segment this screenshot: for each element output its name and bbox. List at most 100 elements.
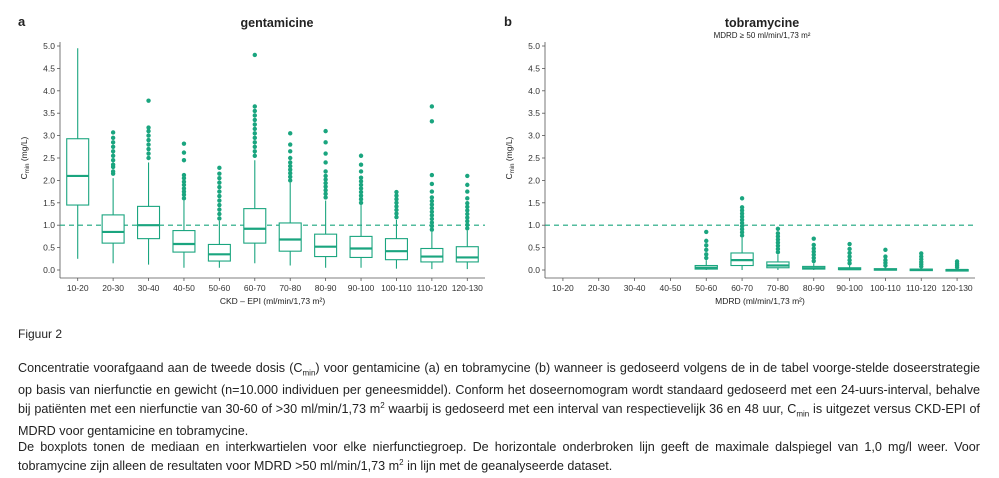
outlier-point	[288, 131, 293, 136]
outlier-point	[323, 151, 328, 156]
y-tick-label: 1.5	[528, 198, 540, 208]
y-axis-label: Cmin (mg/L)	[504, 136, 516, 179]
outlier-point	[429, 220, 435, 225]
caption-subscript: min	[796, 409, 810, 419]
outlier-point	[775, 243, 781, 249]
outlier-point	[739, 217, 745, 223]
x-tick-label: 60-70	[731, 283, 753, 293]
outlier-point	[217, 193, 222, 199]
caption-superscript: 2	[380, 400, 385, 410]
x-tick-label: 70-80	[279, 283, 301, 293]
box-iqr	[420, 247, 444, 263]
outlier-point	[739, 230, 745, 235]
outlier-point	[775, 249, 781, 255]
outlier-point	[358, 179, 364, 184]
x-tick-label: 40-50	[660, 283, 682, 293]
outlier-point	[146, 125, 151, 130]
outlier-point	[323, 180, 328, 186]
outlier-point	[110, 149, 116, 154]
outlier-point	[252, 113, 257, 118]
outlier-point	[739, 223, 745, 229]
outlier-point	[217, 207, 222, 212]
box-iqr	[455, 246, 479, 263]
outlier-point	[465, 226, 470, 231]
caption-superscript: 2	[399, 458, 404, 468]
outlier-point	[429, 198, 435, 204]
outlier-point	[110, 135, 116, 141]
outlier-point	[252, 153, 257, 158]
outlier-point	[181, 182, 187, 188]
panel-letter: a	[18, 14, 26, 29]
outlier-point	[847, 250, 852, 256]
outlier-point	[429, 216, 435, 222]
outlier-point	[429, 213, 435, 218]
x-tick-label: 110-120	[417, 283, 448, 293]
outlier-point	[358, 169, 364, 174]
x-tick-label: 30-40	[138, 283, 160, 293]
y-tick-label: 0.5	[43, 243, 55, 253]
box-iqr	[137, 205, 161, 240]
x-tick-label: 100-110	[870, 283, 901, 293]
outlier-point	[252, 108, 257, 114]
y-tick-label: 1.5	[43, 198, 55, 208]
outlier-point	[465, 173, 470, 179]
outlier-point	[704, 252, 709, 257]
x-tick-label: 80-90	[315, 283, 337, 293]
outlier-point	[739, 196, 745, 201]
outlier-point	[181, 179, 187, 184]
outlier-point	[217, 184, 222, 190]
x-tick-label: 20-30	[102, 283, 124, 293]
outlier-point	[739, 214, 745, 219]
figure-label: Figuur 2	[18, 327, 63, 341]
outlier-point	[919, 254, 924, 259]
outlier-point	[739, 208, 745, 213]
outlier-point	[323, 140, 328, 145]
outlier-point	[394, 204, 399, 209]
outlier-point	[288, 149, 293, 154]
outlier-point	[217, 202, 222, 208]
y-tick-label: 4.5	[528, 63, 540, 73]
y-tick-label: 4.0	[528, 86, 540, 96]
outlier-point	[288, 174, 293, 180]
outlier-point	[217, 171, 222, 176]
outlier-point	[465, 218, 470, 224]
outlier-point	[146, 146, 151, 152]
y-tick-label: 3.0	[528, 131, 540, 141]
caption-text: waarbij is gedoseerd met een interval va…	[384, 402, 797, 417]
outlier-point	[110, 140, 116, 145]
outlier-point	[217, 198, 222, 203]
x-tick-label: 10-20	[67, 283, 89, 293]
box-iqr	[349, 235, 373, 259]
outlier-point	[429, 227, 435, 232]
outlier-point	[429, 104, 435, 109]
caption-subscript: min	[302, 368, 316, 378]
outlier-point	[110, 158, 116, 163]
outlier-point	[181, 186, 187, 191]
x-tick-label: 120-130	[452, 283, 483, 293]
outlier-point	[704, 243, 709, 248]
x-tick-label: 20-30	[588, 283, 610, 293]
outlier-point	[252, 117, 257, 123]
panel-title: gentamicine	[241, 16, 314, 30]
box-iqr	[314, 233, 338, 258]
outlier-point	[146, 128, 151, 134]
outlier-point	[811, 246, 816, 251]
caption-text: is uitgezet versus CKD-EPI of MDRD voor …	[18, 402, 980, 438]
outlier-point	[181, 150, 187, 155]
x-tick-label: 50-60	[209, 283, 231, 293]
outlier-point	[288, 171, 293, 176]
y-tick-label: 2.5	[43, 153, 55, 163]
outlier-point	[811, 249, 816, 254]
outlier-point	[775, 240, 781, 245]
outlier-point	[394, 207, 399, 213]
y-tick-label: 3.5	[43, 108, 55, 118]
outlier-point	[465, 204, 470, 210]
y-tick-label: 2.5	[528, 153, 540, 163]
outlier-point	[288, 160, 293, 165]
outlier-point	[847, 261, 852, 266]
outlier-point	[775, 226, 781, 231]
outlier-point	[181, 175, 187, 181]
y-tick-label: 1.0	[43, 220, 55, 230]
outlier-point	[358, 162, 364, 167]
outlier-point	[429, 205, 435, 211]
